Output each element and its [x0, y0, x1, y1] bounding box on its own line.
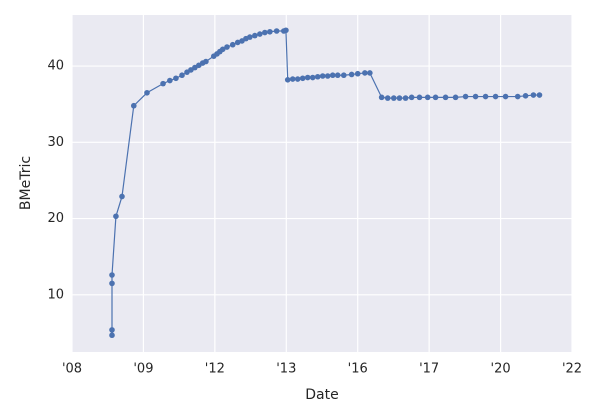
x-tick-label: '17: [419, 362, 439, 377]
data-point: [119, 193, 125, 200]
x-axis-label: Date: [305, 387, 338, 403]
data-point: [309, 74, 316, 81]
data-point: [482, 93, 489, 100]
data-point: [340, 72, 347, 79]
data-point: [109, 272, 115, 278]
data-point: [247, 34, 253, 40]
data-point: [160, 80, 166, 87]
data-point: [536, 92, 543, 98]
data-point: [294, 76, 301, 82]
data-point: [334, 72, 341, 79]
data-point: [432, 94, 439, 101]
x-tick-label: '09: [133, 362, 153, 377]
y-axis-label: BMeTric: [18, 156, 34, 210]
x-tick-label: '20: [491, 362, 511, 377]
data-point: [234, 39, 241, 46]
data-point: [492, 93, 499, 100]
y-tick-label: 20: [47, 211, 64, 226]
data-point: [472, 93, 479, 100]
data-point: [378, 94, 385, 101]
data-point: [324, 73, 331, 79]
data-point: [273, 28, 280, 34]
x-tick-label: '22: [562, 362, 582, 377]
data-point: [362, 70, 368, 76]
data-point: [257, 31, 263, 37]
data-point: [396, 95, 403, 101]
data-point: [167, 77, 173, 84]
data-point: [289, 76, 296, 82]
data-point: [173, 75, 179, 82]
data-point: [367, 70, 373, 76]
x-tick-label: '13: [276, 362, 296, 377]
data-point: [408, 94, 415, 101]
data-point: [384, 95, 391, 101]
data-point: [354, 70, 361, 77]
x-tick-label: '12: [205, 362, 225, 377]
data-point: [109, 280, 115, 287]
data-point: [113, 213, 119, 220]
data-point: [416, 94, 423, 101]
data-point: [252, 32, 258, 39]
data-point: [267, 28, 273, 35]
data-point: [229, 41, 236, 48]
y-tick-label: 40: [47, 59, 64, 74]
data-point: [530, 92, 537, 98]
data-point: [203, 58, 209, 65]
data-point: [462, 93, 469, 100]
data-point: [262, 29, 268, 36]
data-point: [219, 46, 226, 53]
data-point: [442, 94, 449, 101]
y-tick-label: 30: [47, 135, 64, 150]
data-point: [390, 95, 397, 101]
plot-area: [72, 15, 572, 352]
data-point: [502, 93, 509, 100]
data-point: [402, 95, 409, 101]
data-point: [299, 75, 306, 82]
data-point: [514, 93, 521, 100]
y-tick-label: 10: [47, 287, 64, 302]
data-point: [314, 73, 321, 80]
data-point: [179, 72, 185, 79]
data-point: [130, 102, 137, 109]
data-point: [424, 94, 431, 101]
data-point: [329, 72, 336, 79]
data-point: [348, 71, 355, 78]
data-point: [284, 77, 291, 83]
x-tick-label: '08: [62, 362, 82, 377]
data-point: [319, 73, 326, 79]
data-point: [304, 74, 311, 81]
data-point: [109, 327, 115, 333]
data-point: [283, 27, 289, 34]
x-tick-label: '16: [348, 362, 368, 377]
data-point: [452, 94, 459, 101]
data-point: [109, 332, 115, 339]
data-point: [224, 44, 230, 50]
data-point: [144, 89, 150, 96]
data-point: [522, 93, 529, 99]
